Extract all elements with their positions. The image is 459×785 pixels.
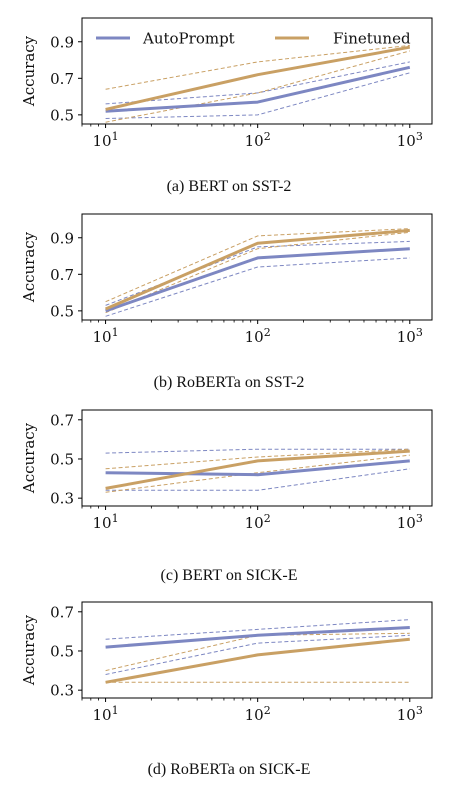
chart-caption: (d) RoBERTa on SICK-E	[148, 761, 311, 778]
autoprompt-mean-line	[105, 65, 411, 113]
x-tick-label: 102	[245, 512, 271, 532]
y-tick-label: 0.5	[50, 450, 74, 468]
x-tick-label: 103	[397, 704, 423, 724]
autoprompt-upper-bound-line	[105, 619, 410, 640]
autoprompt-lower-bound-line	[105, 257, 410, 317]
chart-panel-3: 0.3 0.5 0.7 Accuracy 101 102 103 (c) BERT on SI…	[20, 409, 433, 584]
y-tick-label: 0.5	[50, 106, 74, 124]
finetuned-mean-line	[105, 637, 410, 684]
plot-frame	[81, 17, 433, 125]
finetuned-upper-bound-line	[105, 44, 410, 90]
chart-panel-2: 0.5 0.7 0.9 Accuracy 101 102 103 (b) RoBERTa on…	[20, 213, 433, 391]
finetuned-mean-line	[105, 45, 411, 111]
plot-frame	[81, 409, 433, 507]
x-tick-label: 102	[245, 704, 271, 724]
finetuned-lower-bound-line	[105, 231, 410, 314]
finetuned-legend-label: Finetuned	[333, 30, 411, 48]
chart-panel-4: 0.3 0.5 0.7 Accuracy 101 102 103 (d) RoBERTa on…	[20, 601, 433, 778]
finetuned-mean-line	[105, 228, 410, 311]
y-tick-label: 0.7	[50, 70, 74, 88]
y-axis-label: Accuracy	[20, 35, 38, 107]
chart-caption: (b) RoBERTa on SST-2	[154, 374, 305, 391]
autoprompt-mean-line	[105, 459, 410, 477]
finetuned-mean-line	[105, 449, 410, 490]
autoprompt-upper-bound-line	[105, 448, 410, 454]
chart-panel-1: 0.5 0.7 0.9 Accuracy 101 102 103 AutoPrompt Fine…	[20, 17, 433, 195]
y-tick-label: 0.9	[50, 33, 74, 51]
y-axis-label: Accuracy	[20, 422, 38, 494]
x-tick-label: 103	[397, 326, 423, 346]
x-tick-label: 101	[93, 512, 119, 532]
finetuned-upper-bound-line	[105, 228, 410, 303]
autoprompt-legend-label: AutoPrompt	[142, 30, 235, 48]
y-axis-label: Accuracy	[20, 614, 38, 686]
y-tick-label: 0.5	[50, 302, 74, 320]
plot-frame	[81, 601, 433, 699]
chart-caption: (a) BERT on SST-2	[167, 178, 292, 195]
x-tick-label: 101	[93, 130, 119, 150]
y-tick-label: 0.9	[50, 229, 74, 247]
x-tick-label: 101	[93, 704, 119, 724]
autoprompt-mean-line	[105, 626, 410, 649]
x-tick-label: 102	[245, 130, 271, 150]
finetuned-lower-bound-line	[105, 50, 410, 123]
plot-frame	[81, 213, 433, 321]
x-tick-label: 103	[397, 512, 423, 532]
chart-caption: (c) BERT on SICK-E	[161, 567, 298, 584]
y-axis-label: Accuracy	[20, 231, 38, 303]
y-tick-label: 0.5	[50, 642, 74, 660]
finetuned-lower-bound-line	[105, 454, 410, 493]
x-tick-label: 103	[397, 130, 423, 150]
y-tick-label: 0.7	[50, 266, 74, 284]
autoprompt-lower-bound-line	[105, 634, 410, 675]
autoprompt-mean-line	[105, 247, 410, 313]
autoprompt-lower-bound-line	[105, 468, 410, 491]
legend: AutoPrompt Finetuned	[96, 30, 411, 48]
x-tick-label: 101	[93, 326, 119, 346]
y-tick-label: 0.3	[50, 490, 74, 508]
x-tick-label: 102	[245, 326, 271, 346]
autoprompt-upper-bound-line	[105, 61, 410, 105]
y-tick-label: 0.7	[50, 411, 74, 429]
autoprompt-lower-bound-line	[105, 72, 410, 119]
y-tick-label: 0.3	[50, 682, 74, 700]
finetuned-upper-bound-line	[105, 448, 410, 470]
y-tick-label: 0.7	[50, 603, 74, 621]
